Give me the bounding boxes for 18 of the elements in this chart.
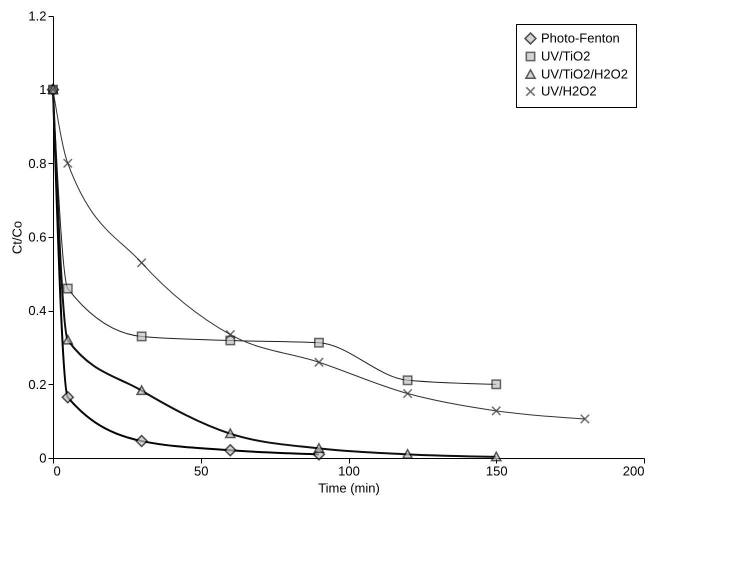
x-tick-label: 150: [486, 464, 508, 478]
y-axis-title: Ct/Co: [9, 220, 24, 254]
legend-label: UV/TiO2/H2O2: [541, 66, 628, 82]
y-tick-label: 0.6: [28, 230, 46, 244]
x-tick-label: 50: [194, 464, 208, 478]
legend-label: UV/TiO2: [541, 48, 590, 64]
legend-label: UV/H2O2: [541, 84, 597, 98]
x-tick-label: 0: [54, 464, 61, 478]
y-tick-label: 0.4: [28, 303, 46, 318]
y-tick-label: 1.2: [28, 8, 46, 24]
y-tick-label: 0.8: [28, 156, 46, 171]
y-tick-label: 1: [39, 82, 46, 98]
x-tick-label: 100: [338, 464, 360, 478]
x-axis-title: Time (min): [318, 480, 380, 496]
y-tick-label: 0: [39, 450, 46, 466]
legend-label: Photo-Fenton: [541, 30, 620, 46]
y-tick-label: 0.2: [28, 376, 46, 392]
x-tick-label: 200: [622, 464, 644, 478]
